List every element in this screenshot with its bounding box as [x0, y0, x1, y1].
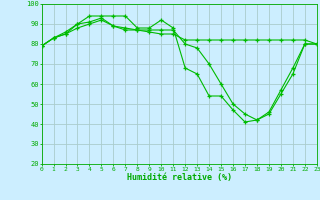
X-axis label: Humidité relative (%): Humidité relative (%) [127, 173, 232, 182]
